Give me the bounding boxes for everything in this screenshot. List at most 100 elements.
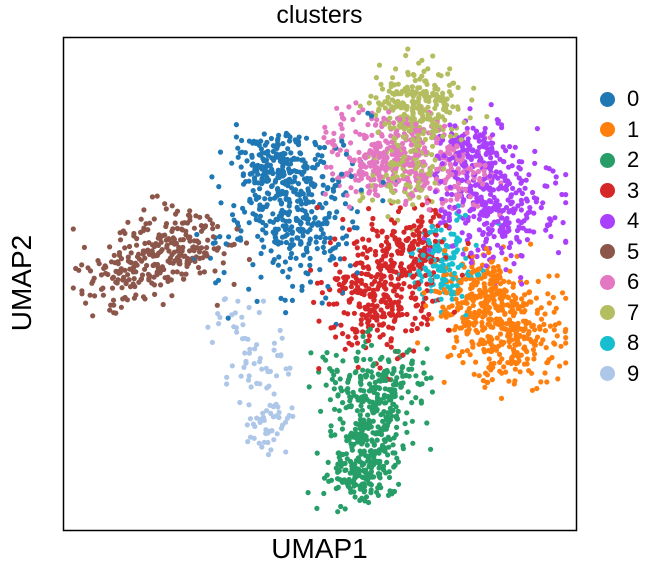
scatter-point-cluster-4 — [499, 232, 505, 238]
scatter-point-cluster-7 — [376, 62, 383, 68]
scatter-point-cluster-2 — [340, 477, 346, 483]
scatter-point-cluster-3 — [334, 277, 340, 283]
scatter-point-cluster-9 — [243, 358, 249, 364]
scatter-point-cluster-2 — [361, 481, 367, 487]
scatter-point-cluster-1 — [526, 368, 532, 374]
scatter-point-cluster-2 — [368, 469, 374, 475]
legend-entry-cluster-4: 4 — [600, 206, 639, 237]
scatter-point-cluster-2 — [371, 389, 377, 395]
scatter-point-cluster-4 — [460, 251, 466, 257]
scatter-point-cluster-1 — [481, 272, 487, 278]
scatter-point-cluster-5 — [121, 274, 127, 280]
scatter-point-cluster-0 — [294, 168, 300, 175]
scatter-point-cluster-7 — [450, 104, 456, 110]
scatter-point-cluster-1 — [526, 329, 532, 335]
scatter-point-cluster-0 — [280, 150, 287, 156]
scatter-point-cluster-2 — [351, 434, 357, 440]
scatter-point-cluster-2 — [345, 390, 351, 396]
scatter-point-cluster-3 — [366, 333, 372, 339]
legend-swatch — [600, 213, 615, 229]
scatter-point-cluster-4 — [488, 155, 494, 161]
scatter-point-cluster-0 — [217, 234, 223, 240]
scatter-point-cluster-5 — [172, 220, 178, 226]
scatter-point-cluster-0 — [293, 255, 299, 261]
scatter-point-cluster-4 — [452, 123, 458, 129]
scatter-point-cluster-6 — [376, 140, 382, 146]
scatter-point-cluster-1 — [510, 346, 517, 353]
scatter-point-cluster-5 — [163, 221, 170, 227]
scatter-point-cluster-1 — [499, 356, 505, 362]
scatter-point-cluster-5 — [111, 252, 117, 258]
scatter-point-cluster-1 — [504, 321, 510, 327]
scatter-point-cluster-5 — [221, 251, 227, 257]
scatter-point-cluster-3 — [459, 272, 465, 278]
scatter-point-cluster-0 — [272, 232, 278, 238]
scatter-point-cluster-7 — [387, 125, 393, 131]
scatter-point-cluster-4 — [468, 183, 474, 189]
scatter-point-cluster-0 — [275, 186, 281, 192]
scatter-point-cluster-5 — [120, 228, 126, 234]
scatter-point-cluster-5 — [177, 261, 183, 267]
scatter-point-cluster-5 — [185, 255, 191, 262]
scatter-point-cluster-7 — [386, 88, 392, 94]
scatter-point-cluster-1 — [528, 241, 534, 247]
scatter-point-cluster-4 — [468, 187, 474, 193]
scatter-point-cluster-3 — [342, 346, 348, 352]
scatter-point-cluster-0 — [287, 134, 293, 140]
scatter-point-cluster-3 — [378, 307, 384, 313]
scatter-point-cluster-1 — [512, 366, 519, 372]
scatter-point-cluster-3 — [354, 245, 360, 251]
scatter-point-cluster-4 — [483, 263, 489, 269]
scatter-point-cluster-1 — [463, 276, 469, 282]
scatter-point-cluster-6 — [323, 129, 329, 135]
scatter-point-cluster-2 — [374, 408, 380, 414]
scatter-point-cluster-4 — [487, 149, 493, 155]
scatter-point-cluster-3 — [381, 314, 388, 320]
scatter-point-cluster-2 — [365, 425, 371, 431]
scatter-point-cluster-0 — [312, 156, 318, 162]
scatter-point-cluster-3 — [370, 287, 376, 293]
scatter-point-cluster-8 — [449, 282, 456, 289]
scatter-point-cluster-1 — [489, 377, 495, 383]
scatter-point-cluster-3 — [388, 275, 394, 281]
scatter-point-cluster-0 — [298, 240, 304, 246]
scatter-point-cluster-6 — [393, 165, 399, 172]
legend-swatch — [600, 305, 615, 321]
scatter-point-cluster-2 — [331, 386, 337, 392]
scatter-point-cluster-5 — [153, 241, 159, 247]
scatter-point-cluster-3 — [397, 244, 403, 250]
scatter-point-cluster-4 — [553, 174, 559, 180]
scatter-point-cluster-2 — [357, 379, 363, 385]
scatter-point-cluster-8 — [448, 231, 454, 237]
scatter-point-cluster-2 — [404, 410, 410, 416]
scatter-point-cluster-8 — [409, 250, 415, 257]
scatter-point-cluster-0 — [260, 227, 266, 233]
legend-label: 3 — [627, 177, 640, 203]
scatter-point-cluster-6 — [356, 177, 362, 183]
scatter-point-cluster-7 — [373, 95, 379, 101]
scatter-point-cluster-2 — [386, 474, 393, 481]
scatter-point-cluster-0 — [255, 180, 261, 186]
scatter-point-cluster-1 — [547, 323, 554, 329]
scatter-point-cluster-5 — [174, 208, 181, 214]
scatter-point-cluster-0 — [261, 131, 267, 137]
scatter-point-cluster-0 — [257, 186, 263, 192]
scatter-point-cluster-1 — [497, 331, 504, 337]
scatter-point-cluster-9 — [276, 409, 282, 415]
scatter-point-cluster-3 — [383, 250, 389, 256]
scatter-point-cluster-3 — [365, 338, 371, 344]
scatter-point-cluster-6 — [335, 152, 341, 158]
scatter-point-cluster-0 — [314, 246, 320, 252]
scatter-point-cluster-5 — [162, 201, 168, 207]
scatter-point-cluster-1 — [521, 361, 528, 367]
scatter-point-cluster-5 — [112, 260, 118, 266]
scatter-point-cluster-5 — [185, 212, 192, 218]
legend-entry-cluster-3: 3 — [600, 176, 639, 207]
scatter-point-cluster-0 — [303, 270, 309, 276]
scatter-point-cluster-6 — [454, 143, 460, 149]
scatter-point-cluster-2 — [381, 395, 387, 401]
legend-label: 6 — [627, 269, 640, 295]
scatter-point-cluster-5 — [195, 264, 202, 271]
scatter-point-cluster-1 — [453, 296, 459, 302]
scatter-point-cluster-3 — [345, 334, 351, 340]
